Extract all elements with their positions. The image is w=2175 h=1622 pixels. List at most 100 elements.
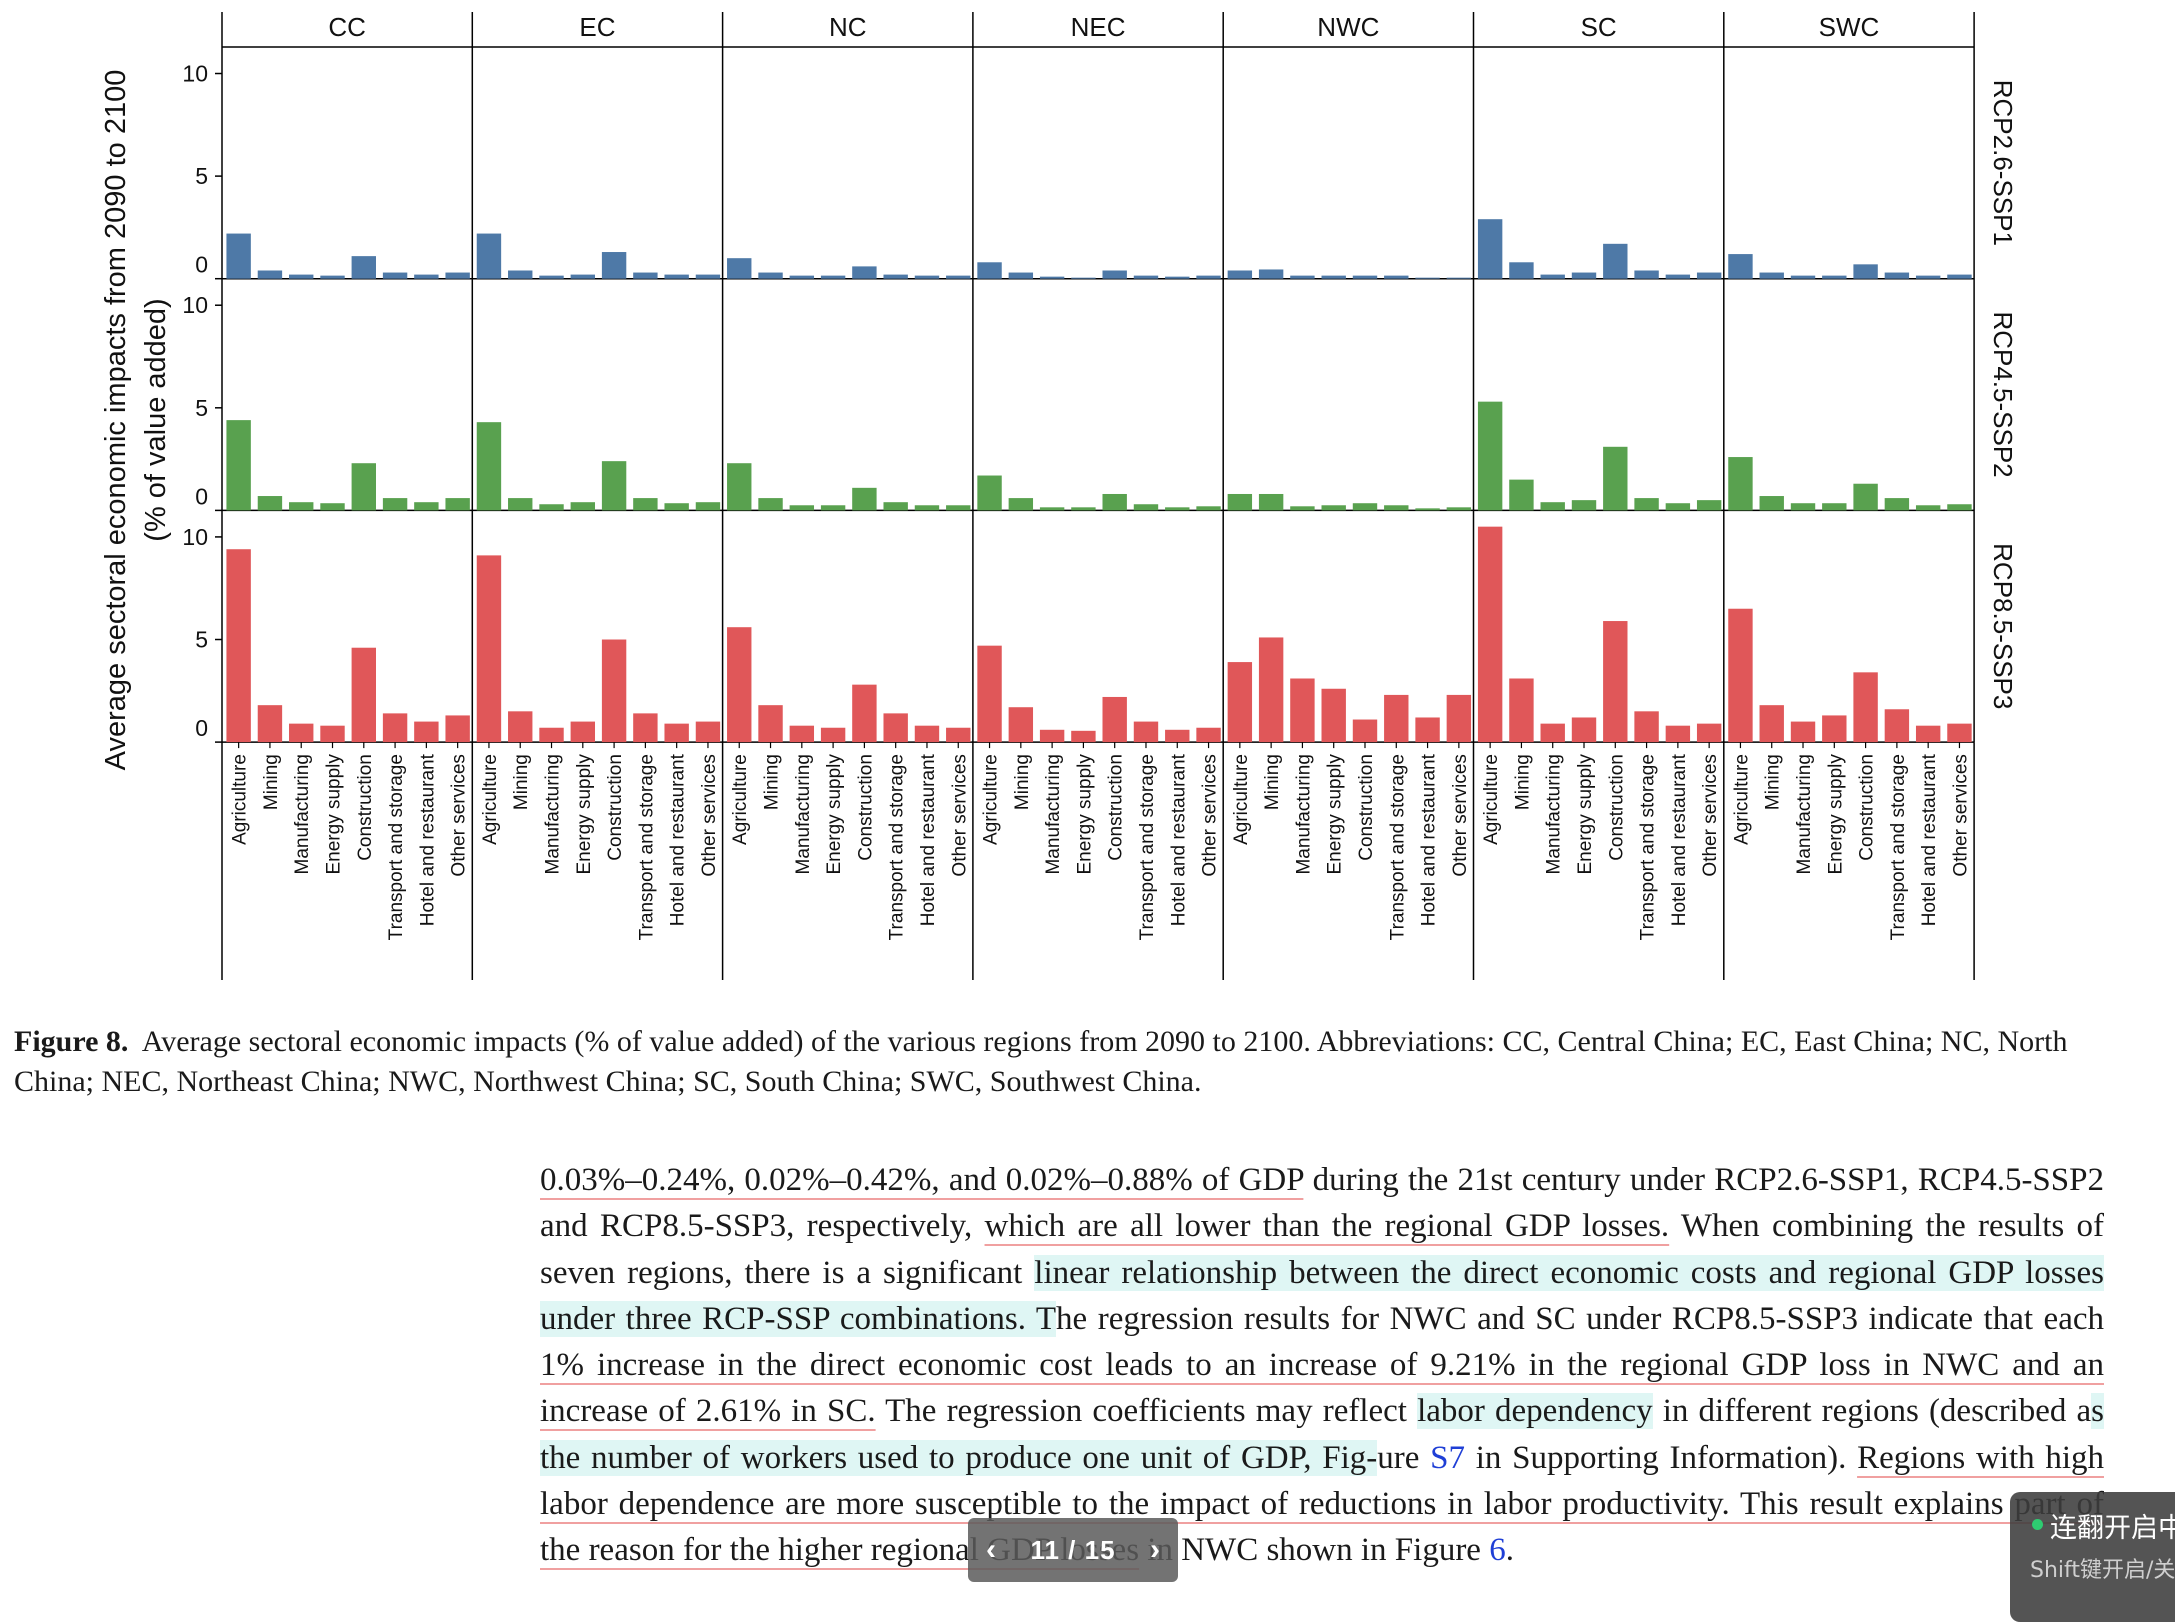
bar-sc-hotel-and-restaurant — [1665, 725, 1691, 743]
bar-nwc-energy-supply — [1321, 505, 1346, 511]
x-tick-label: Energy supply — [824, 754, 845, 875]
region-label-nec: NEC — [1071, 12, 1126, 42]
x-tick-label: Construction — [1857, 754, 1878, 861]
bar-ec-other-services — [695, 274, 721, 279]
y-tick-label: 10 — [182, 524, 208, 550]
bar-nec-construction — [1102, 493, 1127, 511]
bar-swc-transport-and-storage — [1884, 272, 1910, 279]
x-tick-label: Mining — [1012, 754, 1033, 810]
bar-nec-other-services — [1196, 506, 1221, 511]
bar-swc-manufacturing — [1790, 721, 1816, 743]
bar-ec-transport-and-storage — [633, 498, 658, 511]
bar-nc-manufacturing — [789, 725, 815, 743]
y-tick-label: 10 — [182, 292, 208, 318]
x-tick-label: Construction — [1106, 754, 1127, 861]
bar-ec-energy-supply — [570, 721, 596, 743]
x-tick-label: Transport and storage — [1137, 754, 1158, 940]
figure-8-chart: CC EC NC NEC NWC SC SWC 0 5 10 RCP2.6-SSP1 0 5 10 RCP4… — [100, 12, 2018, 980]
bar-nec-construction — [1102, 696, 1127, 743]
bar-swc-agriculture — [1728, 457, 1753, 511]
x-tick-label: Other services — [449, 754, 470, 876]
bar-sc-construction — [1603, 243, 1628, 279]
bar-nc-transport-and-storage — [883, 274, 908, 279]
bar-nwc-manufacturing — [1290, 275, 1315, 279]
bar-nwc-mining — [1258, 493, 1284, 511]
x-tick-label: Manufacturing — [1293, 754, 1314, 874]
x-tick-label: Energy supply — [1074, 754, 1095, 875]
bar-sc-other-services — [1696, 723, 1722, 743]
x-tick-label: Other services — [699, 754, 720, 876]
x-tick-label: Manufacturing — [1544, 754, 1565, 874]
bar-nwc-mining — [1258, 269, 1284, 279]
y-tick-label: 10 — [182, 61, 208, 87]
bar-ec-construction — [601, 639, 627, 743]
bar-swc-hotel-and-restaurant — [1915, 505, 1941, 511]
bar-nec-transport-and-storage — [1133, 504, 1159, 511]
x-tick-label: Transport and storage — [386, 754, 407, 940]
x-tick-label: Hotel and restaurant — [1419, 753, 1440, 926]
bar-nc-agriculture — [727, 627, 752, 743]
bar-ec-other-services — [695, 721, 721, 743]
x-tick-label: Hotel and restaurant — [417, 753, 438, 926]
y-tick-label: 0 — [195, 715, 208, 741]
bar-nwc-mining — [1258, 637, 1284, 743]
bar-ec-construction — [601, 461, 627, 511]
bar-ec-hotel-and-restaurant — [664, 274, 689, 279]
x-tick-label: Manufacturing — [793, 754, 814, 874]
x-tick-label: Hotel and restaurant — [1168, 753, 1189, 926]
x-tick-label: Transport and storage — [636, 754, 657, 940]
bar-nwc-agriculture — [1227, 493, 1253, 511]
bar-nec-manufacturing — [1039, 276, 1065, 279]
bar-nc-agriculture — [727, 258, 752, 279]
bar-nec-hotel-and-restaurant — [1165, 729, 1190, 743]
x-tick-label: Transport and storage — [1638, 754, 1659, 940]
y-tick-label: 5 — [195, 627, 208, 653]
y-axis-label: Average sectoral economic impacts from 2… — [100, 70, 132, 771]
text-run: in Supporting Information). — [1465, 1439, 1858, 1476]
x-tick-label: Energy supply — [1575, 754, 1596, 875]
x-tick-label: Construction — [1356, 754, 1377, 861]
text-underlined: 0.03%–0.24%, 0.02%–0.42%, and 0.02%–0.88… — [540, 1162, 1304, 1198]
figure-6-link[interactable]: 6 — [1489, 1532, 1506, 1569]
supplement-link-s7[interactable]: S7 — [1430, 1439, 1465, 1476]
next-page-button[interactable]: › — [1149, 1533, 1160, 1566]
scenario-label-rcp2.6-ssp1: RCP2.6-SSP1 — [1988, 80, 2018, 246]
x-tick-label: Hotel and restaurant — [1919, 753, 1940, 926]
bar-nwc-transport-and-storage — [1384, 694, 1409, 743]
bar-nc-manufacturing — [789, 505, 815, 511]
bar-nec-agriculture — [977, 262, 1002, 279]
bar-nc-hotel-and-restaurant — [914, 725, 940, 743]
x-tick-label: Other services — [1950, 754, 1971, 876]
bar-nec-energy-supply — [1071, 730, 1096, 743]
bar-ec-hotel-and-restaurant — [664, 503, 689, 511]
bar-nwc-agriculture — [1227, 662, 1253, 743]
bar-ec-mining — [508, 498, 533, 511]
region-label-ec: EC — [579, 12, 615, 42]
bar-nwc-construction — [1352, 275, 1378, 279]
bar-nc-mining — [758, 705, 783, 743]
bar-sc-construction — [1603, 446, 1628, 511]
bar-ec-construction — [601, 252, 627, 279]
bar-ec-other-services — [695, 502, 721, 511]
prev-page-button[interactable]: ‹ — [986, 1533, 996, 1566]
bar-ec-manufacturing — [539, 275, 564, 279]
x-tick-label: Transport and storage — [887, 754, 908, 940]
x-tick-label: Agriculture — [480, 754, 501, 845]
caption-label: Figure 8. — [14, 1025, 129, 1058]
x-tick-label: Hotel and restaurant — [918, 753, 939, 926]
bar-nec-mining — [1008, 272, 1034, 279]
bar-sc-transport-and-storage — [1634, 498, 1659, 511]
bar-nec-construction — [1102, 270, 1127, 279]
text-run: in different regions (described a — [1652, 1393, 2092, 1430]
bar-cc-hotel-and-restaurant — [414, 274, 439, 279]
bar-sc-mining — [1509, 479, 1534, 511]
x-tick-label: Other services — [1200, 754, 1221, 876]
text-run: he regression results for NWC and SC und… — [1056, 1300, 2104, 1337]
bar-cc-agriculture — [226, 549, 251, 743]
bar-nec-hotel-and-restaurant — [1165, 276, 1190, 279]
x-tick-label: Manufacturing — [543, 754, 564, 874]
bar-sc-agriculture — [1477, 219, 1503, 279]
bar-nc-hotel-and-restaurant — [914, 275, 940, 279]
translate-toggle-widget[interactable]: 连翻开启中 Shift键开启/关闭 — [2010, 1492, 2175, 1622]
x-tick-label: Transport and storage — [1888, 754, 1909, 940]
